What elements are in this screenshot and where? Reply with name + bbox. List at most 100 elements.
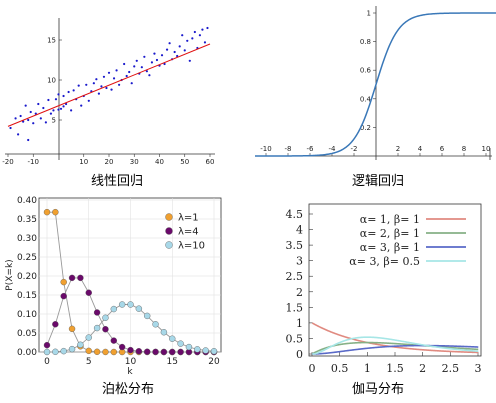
poisson-legend-marker [165,213,173,221]
poisson-distribution-chart: 0 5 10 15 20 0.00 0.05 0.10 0.15 0.20 0.25 0.30 0.3… [5,196,222,397]
gamma-y-tick-label: 4.5 [286,208,304,221]
linear-data-point [181,34,184,37]
linear-data-point [29,110,32,114]
linear-data-point [165,48,169,51]
linear-data-point [42,106,45,110]
poisson-point [160,348,168,356]
poisson-point [177,340,184,347]
gamma-y-tick-label: 2 [296,286,303,299]
linear-data-point [54,98,58,101]
gamma-y-tick-label: 0.5 [286,332,304,345]
poisson-point [152,348,159,356]
linear-data-point [183,49,186,52]
linear-x-tick-label: 20 [105,158,114,166]
poisson-legend-marker [165,227,173,235]
linear-y-tick-label: 15 [47,37,56,45]
poisson-point [43,348,51,356]
linear-y-tick-label: 5 [52,117,56,125]
linear-data-point [24,104,27,107]
linear-data-point [148,74,151,77]
gamma-series-curve [312,344,479,355]
poisson-point [43,341,51,349]
poisson-y-tick-label: 0.20 [17,272,37,282]
linear-fit-line [7,43,211,127]
linear-data-point [102,75,106,78]
linear-data-point [150,61,154,64]
linear-data-point [173,50,176,54]
gamma-legend-label: α= 3, β= 1 [360,241,420,254]
poisson-point [52,208,59,216]
gamma-series-curve [312,336,479,355]
logistic-x-tick-label: 4 [418,145,423,153]
linear-x-tick-label: 60 [206,158,215,166]
poisson-point [85,334,92,341]
gamma-y-tick-label: 4 [296,224,303,237]
poisson-point [77,274,84,282]
linear-data-point [178,45,181,48]
linear-data-point [206,26,209,30]
logistic-x-tick-label: -10 [260,145,271,153]
linear-regression-chart: -20 -10 10 20 30 40 50 60 5 10 15 线性回归 [2,18,215,189]
linear-data-point [193,30,196,34]
poisson-point [102,314,109,321]
gamma-legend: α= 1, β= 1α= 2, β= 1α= 3, β= 1α= 3, β= 0… [349,213,466,268]
linear-data-point [105,86,108,90]
linear-data-point [77,84,80,87]
gamma-series-curve [311,341,479,355]
linear-data-point [191,37,194,40]
linear-data-point [155,58,159,62]
poisson-xlabel: k [127,367,133,377]
poisson-point [110,305,118,313]
poisson-y-tick-label: 0.10 [17,310,37,320]
poisson-y-tick-label: 0.05 [17,329,37,339]
logistic-y-tick-label: 0.4 [360,95,372,103]
poisson-point [210,348,218,355]
poisson-legend-label: λ=1 [178,213,199,224]
linear-data-point [57,108,60,111]
linear-data-point [32,122,35,125]
poisson-x-tick-label: 20 [208,357,220,367]
poisson-point [102,348,109,356]
linear-data-point [110,88,113,91]
linear-data-point [57,93,60,96]
linear-data-point [72,89,75,92]
poisson-point [110,337,118,344]
linear-data-point [87,99,90,102]
linear-data-point [130,82,133,85]
linear-data-point [153,52,156,55]
linear-data-point [27,138,30,142]
logistic-x-tick-label: 10 [482,145,491,153]
poisson-point [85,289,92,296]
gamma-legend-label: α= 3, β= 0.5 [349,255,420,268]
gamma-x-tick-label: 0.5 [331,362,349,375]
linear-data-point [176,54,179,58]
linear-data-point [85,83,88,86]
linear-data-point [67,90,70,94]
logistic-y-tick-label: 0.8 [360,38,371,46]
linear-data-point [118,83,121,86]
poisson-point [143,348,151,355]
gamma-x-tick-label: 1 [364,362,371,375]
poisson-point [93,309,101,316]
gamma-y-tick-label: 0 [296,348,303,361]
poisson-y-tick-label: 0.30 [17,234,37,244]
poisson-point [60,292,67,300]
linear-data-point [70,109,73,112]
linear-data-point [34,112,37,115]
gamma-x-tick-label: 2.5 [442,362,460,375]
poisson-point [52,321,59,328]
logistic-y-tick-label: 0.6 [360,67,372,75]
linear-data-point [198,34,201,37]
poisson-point [68,274,76,282]
poisson-point [152,321,159,328]
linear-data-point [62,105,65,108]
poisson-point [127,346,134,354]
linear-data-point [59,107,63,110]
poisson-point [93,324,101,332]
logistic-x-tick-label: -4 [329,145,337,153]
gamma-x-tick-label: 2 [419,362,426,375]
poisson-x-tick-label: 5 [86,357,92,367]
logistic-regression-chart: -10 -8 -6 -4 -2 2 4 6 8 10 0.2 0.4 0.6 0.8 1 逻辑回归 [255,6,496,189]
poisson-point [93,348,101,356]
poisson-point [60,278,67,286]
